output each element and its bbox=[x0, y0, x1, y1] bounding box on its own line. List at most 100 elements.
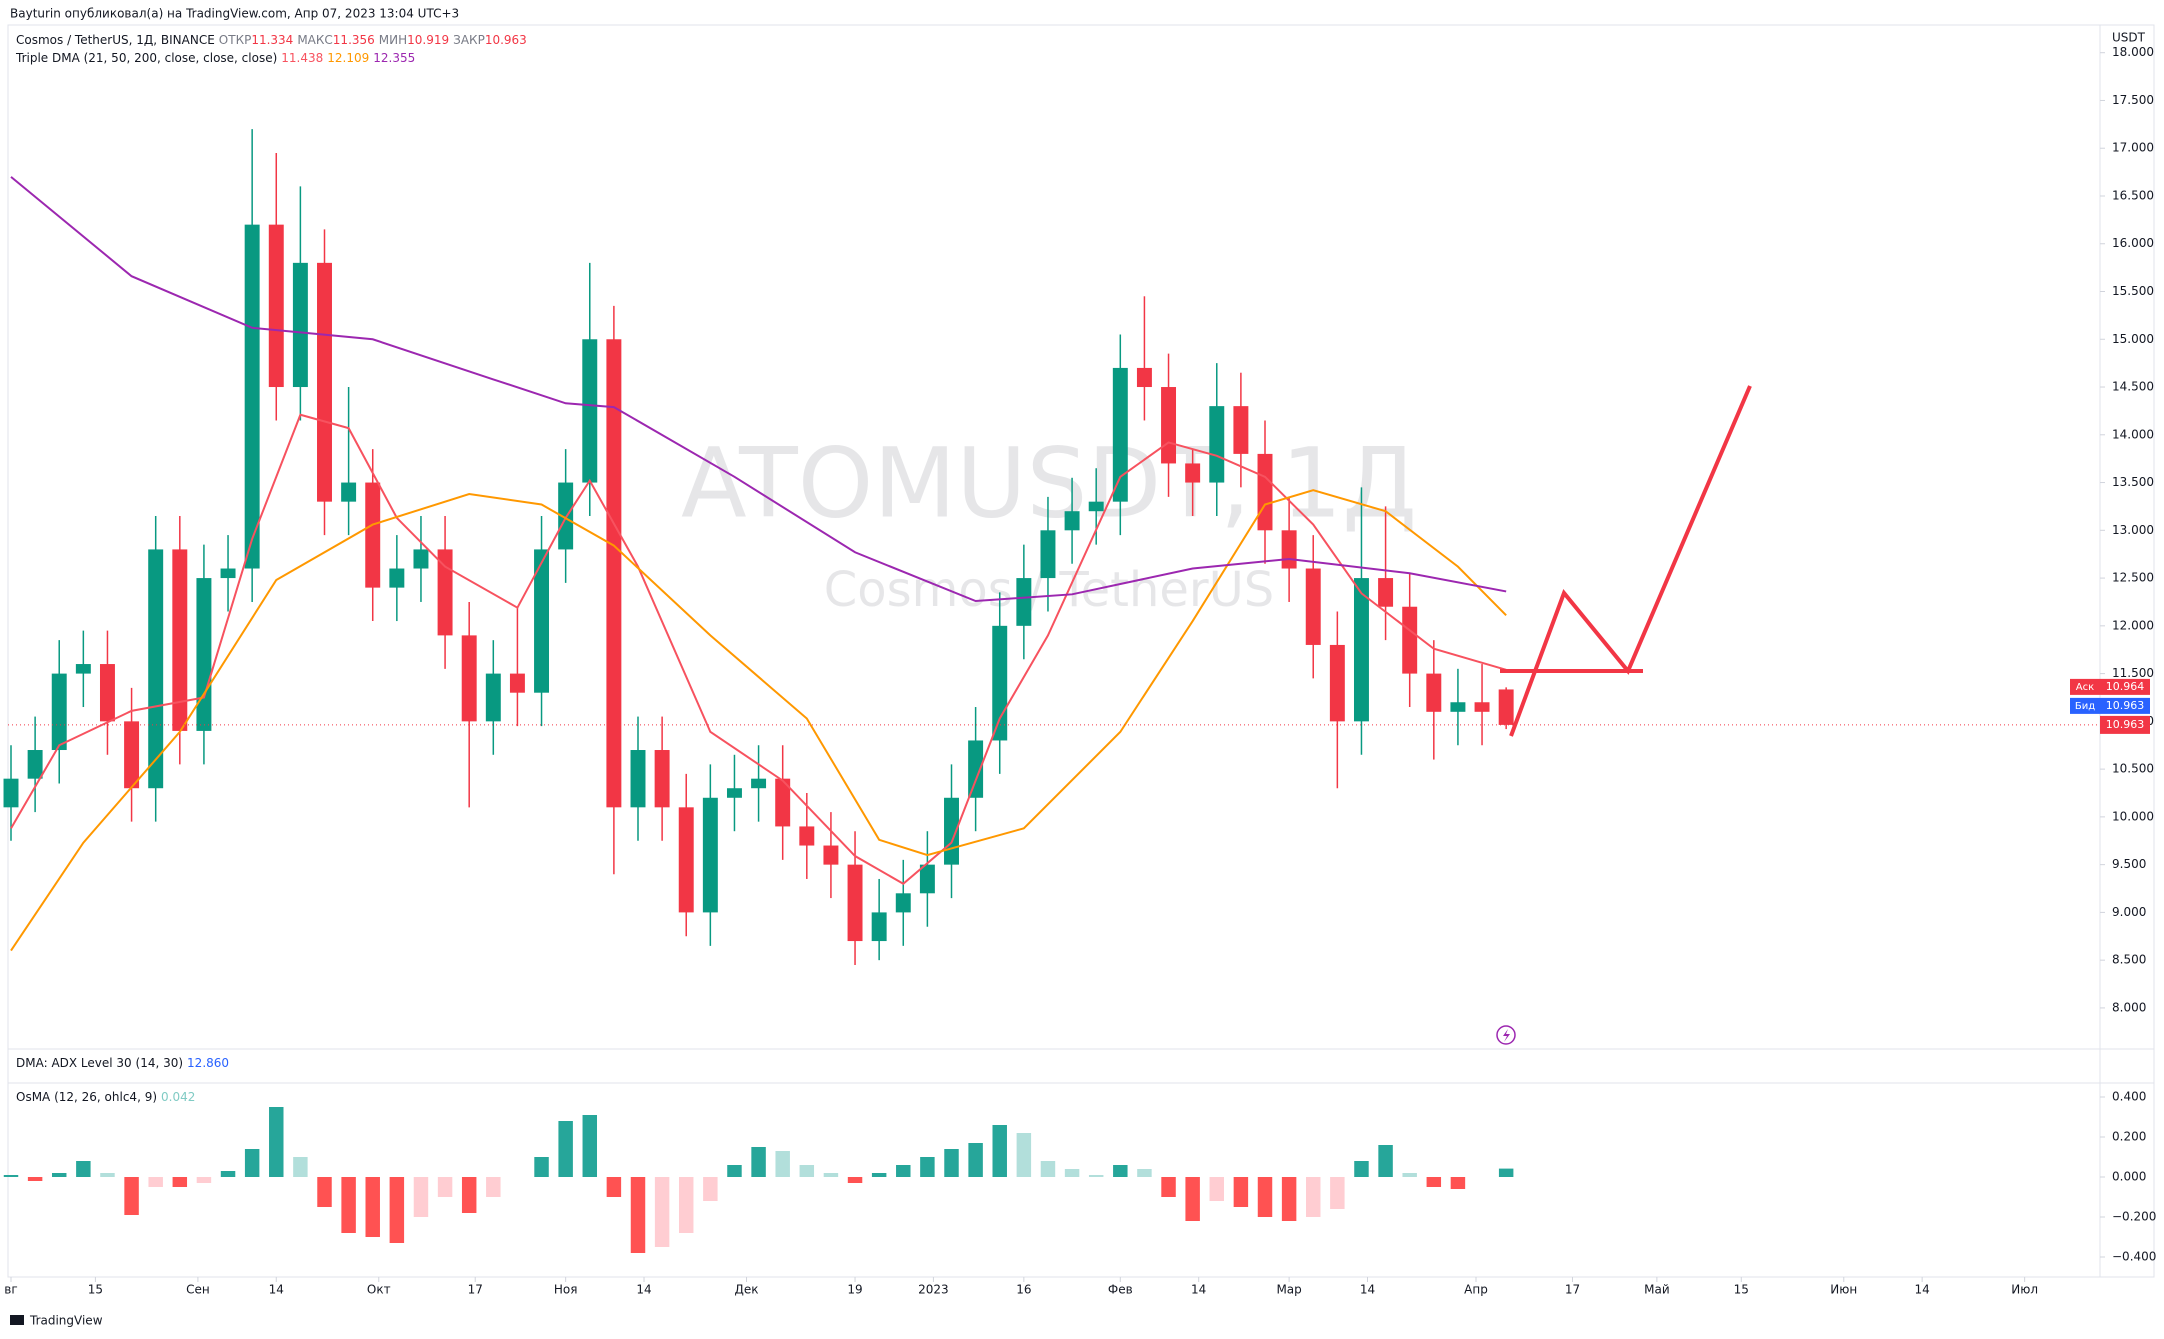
histogram-bar bbox=[751, 1147, 766, 1177]
candle-body bbox=[1088, 501, 1104, 512]
marks: 8.0008.5009.0009.50010.00010.50011.00011… bbox=[3, 45, 2156, 1297]
histogram-bar bbox=[1016, 1133, 1032, 1177]
candle-body bbox=[775, 778, 791, 827]
candle-body bbox=[654, 750, 670, 808]
histogram-bar bbox=[944, 1149, 959, 1177]
candle-body bbox=[678, 807, 694, 913]
histogram-bar bbox=[76, 1161, 91, 1177]
legend-label: МИН bbox=[378, 33, 408, 47]
candle-body bbox=[1498, 689, 1514, 725]
x-tick-label: вг bbox=[4, 1283, 17, 1297]
x-tick-label: Май bbox=[1644, 1283, 1670, 1297]
candle-body bbox=[1064, 511, 1080, 531]
y-tick-label: 15.500 bbox=[2112, 284, 2154, 298]
candle-body bbox=[365, 482, 381, 588]
x-tick-label: Июн bbox=[1830, 1283, 1857, 1297]
y-tick-label: 16.500 bbox=[2112, 188, 2154, 202]
candle-body bbox=[244, 224, 260, 569]
histogram-bar bbox=[582, 1115, 598, 1177]
candle-body bbox=[1329, 644, 1345, 722]
candle-body bbox=[1378, 578, 1394, 607]
y-tick-label: 16.000 bbox=[2112, 236, 2154, 250]
quote-tag bbox=[2070, 678, 2100, 695]
candle-body bbox=[1450, 702, 1466, 712]
histogram-bar bbox=[703, 1177, 718, 1201]
histogram-bar bbox=[317, 1177, 332, 1207]
candle-body bbox=[341, 482, 357, 502]
quote-value: 10.964 bbox=[2106, 680, 2145, 693]
histogram-bar bbox=[775, 1151, 790, 1177]
x-tick-label: 14 bbox=[1360, 1283, 1375, 1297]
y-tick-label: 8.000 bbox=[2112, 1000, 2146, 1014]
candle-body bbox=[75, 664, 91, 674]
candle-body bbox=[895, 893, 911, 913]
candle-body bbox=[558, 482, 574, 550]
histogram-bar bbox=[534, 1157, 549, 1177]
candle-body bbox=[317, 262, 332, 502]
y-tick-label: 14.500 bbox=[2112, 380, 2154, 394]
histogram-bar bbox=[365, 1177, 380, 1237]
candle-body bbox=[1016, 578, 1032, 626]
histogram-bar bbox=[1233, 1177, 1249, 1207]
candle-body bbox=[534, 549, 550, 693]
candle-body bbox=[485, 673, 501, 722]
candle-body bbox=[1040, 530, 1056, 579]
histogram-bar bbox=[220, 1171, 236, 1177]
legend-title: Triple DMA (21, 50, 200, close, close, c… bbox=[16, 51, 278, 65]
legend-title: DMA: ADX Level 30 (14, 30) bbox=[16, 1056, 184, 1070]
last-price-box bbox=[2100, 715, 2150, 734]
candle-body bbox=[196, 578, 212, 731]
candle-body bbox=[437, 549, 453, 636]
candle-body bbox=[1305, 568, 1321, 645]
event-icon[interactable] bbox=[1496, 1025, 1516, 1045]
candle-body bbox=[389, 568, 405, 588]
candle-body bbox=[3, 778, 19, 808]
logo-mark bbox=[10, 1315, 24, 1325]
histogram-bar bbox=[27, 1177, 43, 1181]
y-tick-label: 9.500 bbox=[2112, 857, 2146, 871]
histogram-bar bbox=[1161, 1177, 1176, 1197]
moving-average bbox=[10, 176, 1507, 603]
y-tick-label: 17.500 bbox=[2112, 93, 2154, 107]
histogram-bar bbox=[389, 1177, 405, 1243]
x-tick-label: 17 bbox=[1565, 1283, 1580, 1297]
x-tick-label: 19 bbox=[847, 1283, 862, 1297]
x-tick-label: 14 bbox=[269, 1283, 284, 1297]
x-tick-label: 16 bbox=[1016, 1283, 1031, 1297]
x-tick-label: Дек bbox=[735, 1283, 759, 1297]
legend-label: ОТКР bbox=[218, 33, 252, 47]
footer-logo: TradingView bbox=[29, 1314, 103, 1328]
candle-body bbox=[919, 864, 935, 894]
histogram-bar bbox=[244, 1149, 260, 1177]
candle-body bbox=[1257, 453, 1273, 531]
legend-value: 0.042 bbox=[161, 1090, 196, 1104]
histogram-bar bbox=[1378, 1145, 1393, 1177]
x-tick-label: 2023 bbox=[918, 1283, 949, 1297]
y-tick-label: 9.000 bbox=[2112, 905, 2146, 919]
y-tick-label: −0.400 bbox=[2112, 1250, 2156, 1264]
histogram-bar bbox=[896, 1165, 911, 1177]
histogram-bar bbox=[100, 1173, 115, 1177]
candle-body bbox=[172, 549, 188, 731]
moving-average bbox=[10, 413, 1507, 885]
histogram-bar bbox=[269, 1107, 284, 1177]
legend-value: 12.355 bbox=[373, 51, 416, 65]
quote-tag bbox=[2070, 697, 2100, 714]
indicator-legend: Triple DMA (21, 50, 200, close, close, c… bbox=[16, 51, 419, 65]
publisher-line: Bayturin опубликовал(а) на TradingView.c… bbox=[10, 7, 459, 21]
candle-body bbox=[292, 262, 308, 388]
candle-body bbox=[1353, 578, 1369, 722]
y-tick-label: 15.000 bbox=[2112, 332, 2154, 346]
price-legend: Cosmos / TetherUS, 1Д, BINANCE ОТКР11.334… bbox=[16, 33, 531, 47]
candle-body bbox=[1209, 406, 1225, 483]
y-tick-label: 12.500 bbox=[2112, 571, 2154, 585]
candle-body bbox=[268, 224, 284, 388]
y-tick-label: −0.200 bbox=[2112, 1210, 2156, 1224]
legend-label: ЗАКР bbox=[453, 33, 485, 47]
quote-name: Бид bbox=[2075, 701, 2095, 712]
histogram-bar bbox=[847, 1177, 863, 1183]
quote-name: Аск bbox=[2076, 682, 2094, 693]
legend-value: 12.860 bbox=[187, 1056, 230, 1070]
